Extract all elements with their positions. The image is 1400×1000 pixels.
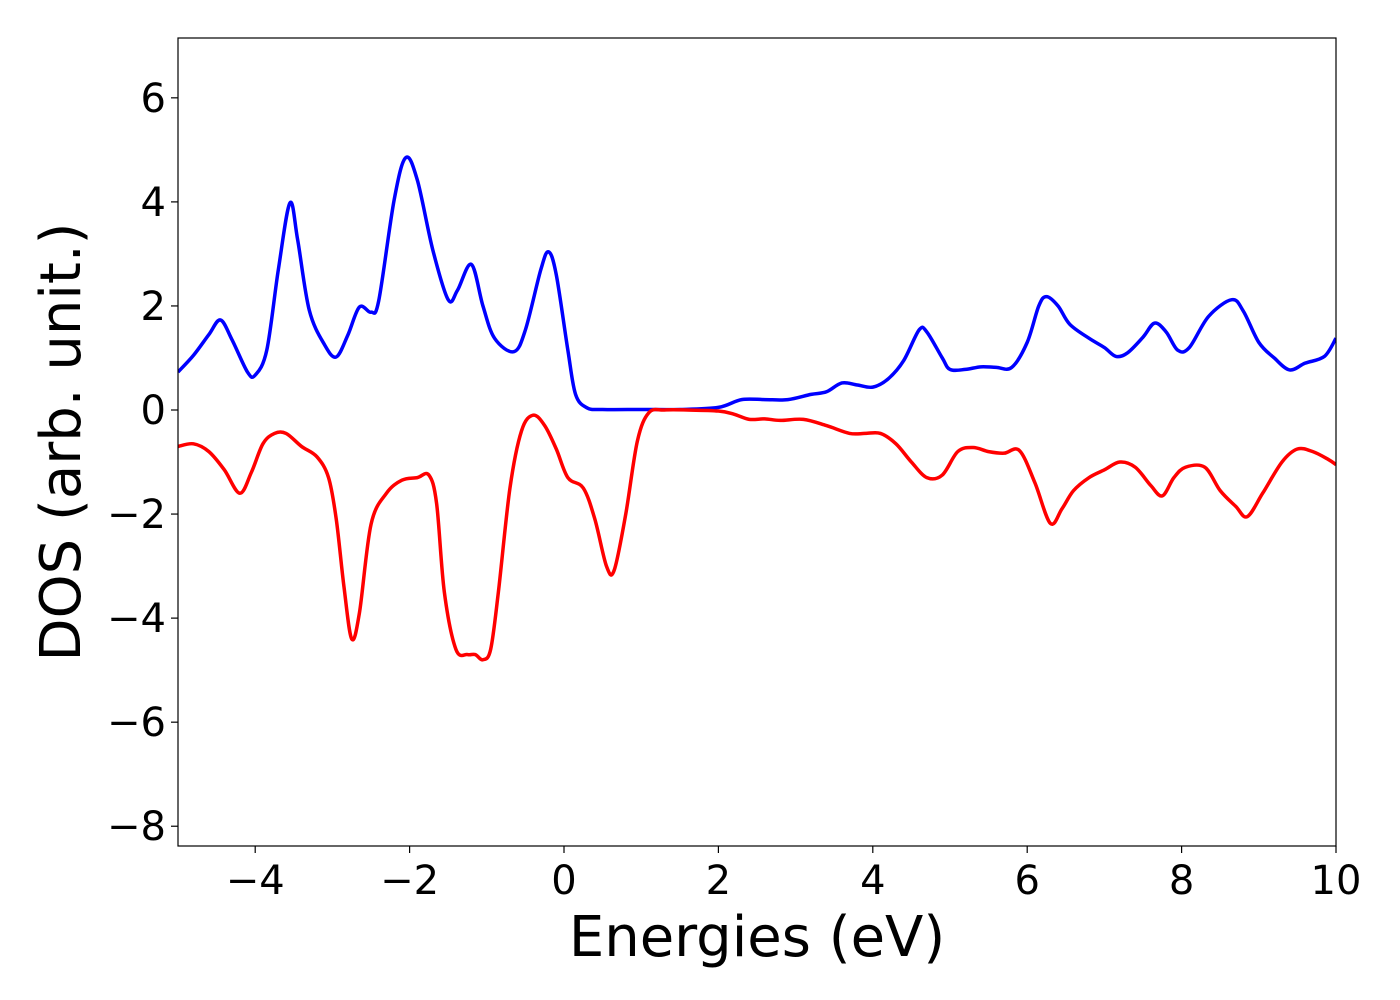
- x-tick-label: 8: [1169, 858, 1194, 904]
- series-line-spin-up: [178, 155, 1336, 412]
- x-tick-label: 6: [1014, 858, 1039, 904]
- x-axis-label: Energies (eV): [569, 905, 945, 970]
- plot-frame: [177, 37, 1337, 847]
- y-tick-label: 2: [141, 284, 166, 330]
- y-tick-label: 6: [141, 76, 166, 122]
- y-tick-label: −4: [107, 596, 166, 642]
- y-tick-label: 0: [141, 388, 166, 434]
- x-axis: −4 −2 0 2 4 6 8 10: [226, 846, 1362, 904]
- x-tick-label: 10: [1311, 858, 1362, 904]
- x-tick-label: 2: [706, 858, 731, 904]
- x-tick-label: 4: [860, 858, 885, 904]
- series-line-spin-down: [178, 407, 1336, 662]
- y-tick-label: −8: [107, 804, 166, 850]
- x-tick-label: −2: [380, 858, 439, 904]
- x-tick-label: −4: [226, 858, 285, 904]
- y-tick-label: −2: [107, 492, 166, 538]
- y-tick-label: −6: [107, 700, 166, 746]
- x-tick-label: 0: [551, 858, 576, 904]
- series-group: [178, 155, 1336, 662]
- y-tick-label: 4: [141, 180, 166, 226]
- y-axis: −8 −6 −4 −2 0 2 4 6: [107, 76, 178, 850]
- y-axis-label: DOS (arb. unit.): [29, 222, 94, 661]
